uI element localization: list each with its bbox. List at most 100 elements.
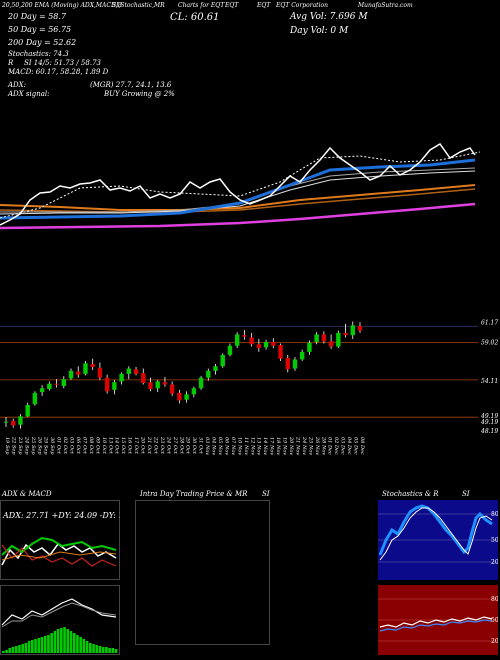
macd-bar	[111, 648, 115, 653]
adx-panel: ADX: 27.71 +DY: 24.09 -DY: 13.64	[0, 500, 120, 580]
macd-bar	[34, 639, 37, 653]
macd-bar	[31, 640, 34, 653]
macd-bar	[47, 635, 50, 653]
date-label: 08 Dec	[359, 437, 365, 455]
price-tick-label: 54.11	[481, 378, 498, 385]
date-label: 24 Nov	[301, 436, 307, 455]
candle-body	[104, 377, 110, 392]
macd-bar	[24, 643, 28, 653]
date-label: 27 Oct	[172, 436, 178, 455]
candle-body	[278, 345, 283, 359]
stoch-d-line	[379, 507, 493, 561]
ticker: EQT	[225, 2, 239, 9]
candle-body	[119, 373, 124, 382]
candle-body	[47, 383, 52, 390]
candle-body	[155, 381, 160, 389]
date-label: 18 Nov	[275, 437, 281, 455]
adx-value: (MGR) 27.7, 24.1, 13.6	[90, 81, 172, 89]
price-line-white	[0, 143, 476, 226]
date-label: 11 Nov	[243, 437, 249, 455]
date-label: 15 Oct	[120, 437, 126, 455]
candle-body	[25, 404, 30, 417]
date-label: 23 Sep	[17, 436, 23, 455]
si-line-white	[379, 616, 493, 628]
ma-line-blue	[0, 158, 476, 220]
candle-body	[39, 388, 45, 393]
macd-bar	[79, 637, 82, 653]
date-label: 10 Oct	[101, 437, 107, 455]
candle-body	[191, 388, 197, 395]
day-volume: Day Vol: 0 M	[290, 26, 349, 36]
candle-body	[300, 351, 305, 360]
candle-body	[343, 332, 348, 336]
date-label: 31 Oct	[198, 437, 204, 455]
candle-body	[314, 334, 319, 342]
si-line-blue	[379, 619, 493, 632]
date-label: 21 Nov	[294, 436, 300, 455]
candle-body	[263, 342, 269, 348]
candle-body	[307, 342, 312, 352]
buy-signal: BUY Growing @ 2%	[104, 90, 175, 98]
macd-bar	[63, 627, 66, 653]
date-label: 04 Nov	[211, 437, 217, 455]
candle-body	[227, 345, 233, 355]
candle-body	[3, 421, 9, 423]
macd-bar	[56, 629, 60, 653]
date-label: 02 Dec	[333, 437, 339, 455]
moving-average-chart	[0, 143, 481, 230]
candle-body	[198, 377, 204, 389]
adx-line-red	[1, 544, 117, 567]
date-label: 14 Oct	[114, 437, 120, 455]
date-label: 23 Oct	[159, 436, 165, 455]
macd-bar	[2, 651, 5, 653]
macd-histogram	[2, 627, 118, 653]
stoch-k-line	[378, 504, 493, 556]
date-label: 03 Dec	[340, 437, 346, 455]
date-label: 25 Nov	[307, 436, 313, 455]
candle-body	[328, 341, 334, 347]
date-label: 03 Nov	[204, 437, 210, 455]
date-label: 07 Oct	[81, 437, 87, 455]
date-label: 04 Dec	[346, 437, 352, 455]
candle-body	[249, 337, 254, 345]
price-tick-label: 49.19	[480, 413, 498, 420]
candle-body	[271, 342, 276, 346]
si-tick-80: 80	[491, 596, 498, 603]
date-label: 24 Oct	[165, 436, 171, 455]
candle-body	[336, 332, 341, 347]
macd-panel	[0, 585, 120, 655]
charts-for: Charts for EQT	[178, 2, 225, 9]
macd-bar	[98, 646, 102, 653]
candle-body	[32, 392, 38, 405]
stochastics-panel: 80 50 20	[378, 500, 498, 580]
stoch-tick-50: 50	[491, 537, 498, 544]
candle-body	[184, 394, 189, 400]
ma200-value: 200 Day = 52.62	[8, 38, 77, 47]
ma-line-orange-1	[0, 184, 476, 211]
candle-body	[126, 368, 132, 374]
date-label: 25 Sep	[30, 436, 36, 455]
site-name: MunafaSutra.com	[358, 2, 413, 9]
macd-bar	[89, 643, 92, 653]
date-label: 24 Sep	[23, 436, 29, 455]
company-name: EQT Corporation	[276, 2, 328, 9]
macd-bar	[53, 631, 57, 653]
candle-body	[133, 369, 139, 374]
macd-bar	[5, 650, 8, 653]
adx-line-orange	[1, 551, 117, 561]
date-label: 17 Nov	[269, 437, 275, 455]
date-label: 20 Oct	[140, 436, 146, 455]
stochastics-value: Stochastics: 74.3	[8, 50, 69, 58]
candle-body	[54, 383, 59, 385]
date-label: 14 Nov	[262, 437, 268, 455]
macd-bar	[18, 645, 21, 653]
macd-bar	[85, 641, 89, 653]
chart-header: 20,50,200 EMA (Moving) ADX,MACD,B SI,Sto…	[0, 0, 500, 110]
stoch-tick-80: 80	[491, 511, 498, 518]
date-axis: 19 Sep 22 Sep 23 Sep 24 Sep 25 Sep 26 Sep 29 S…	[4, 436, 365, 455]
date-label: 09 Oct	[94, 437, 100, 455]
date-label: 06 Nov	[223, 437, 229, 455]
date-label: 13 Nov	[256, 437, 262, 455]
candle-body	[18, 416, 23, 425]
